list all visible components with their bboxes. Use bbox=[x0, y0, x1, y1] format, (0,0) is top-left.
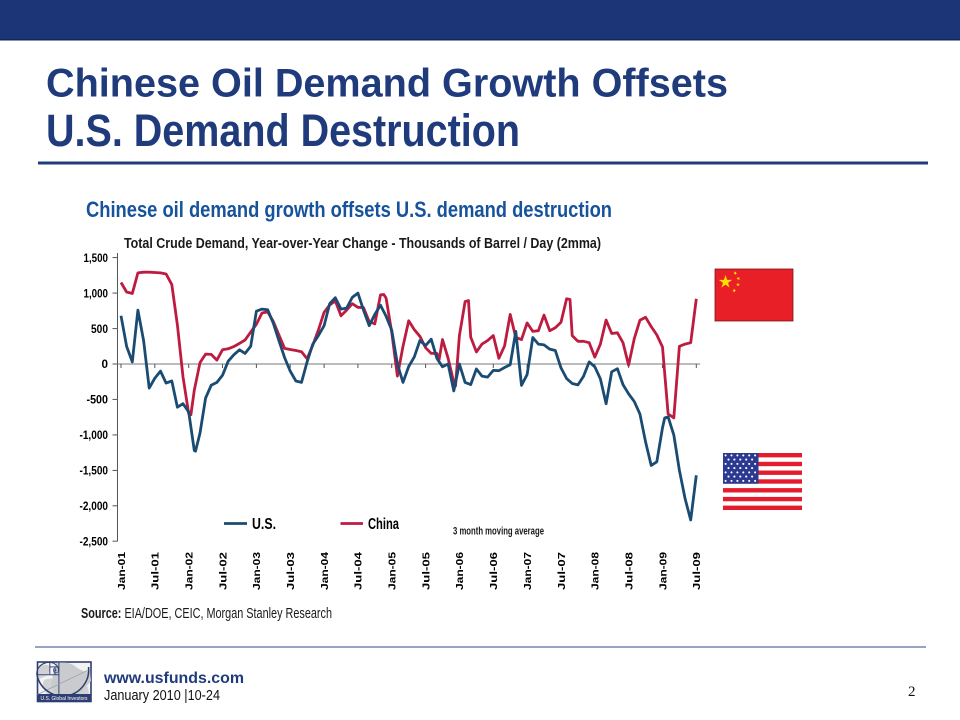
svg-text:Jan-09: Jan-09 bbox=[658, 551, 669, 590]
svg-text:Jul-02: Jul-02 bbox=[218, 551, 229, 590]
svg-text:U.S.: U.S. bbox=[252, 516, 276, 533]
svg-text:Jul-01: Jul-01 bbox=[151, 551, 162, 590]
svg-text:Jul-05: Jul-05 bbox=[421, 551, 432, 590]
svg-text:U.S. Global Investors: U.S. Global Investors bbox=[41, 696, 88, 702]
svg-text:3 month moving average: 3 month moving average bbox=[453, 526, 544, 538]
svg-text:Source: EIA/DOE, CEIC, Morgan: Source: EIA/DOE, CEIC, Morgan Stanley Re… bbox=[81, 605, 332, 622]
svg-text:Jul-08: Jul-08 bbox=[624, 551, 635, 590]
svg-text:www.usfunds.com: www.usfunds.com bbox=[103, 670, 244, 687]
svg-text:-1,500: -1,500 bbox=[80, 464, 109, 478]
svg-text:1,500: 1,500 bbox=[84, 251, 109, 265]
svg-text:Jan-08: Jan-08 bbox=[591, 551, 602, 590]
svg-text:U.S. Demand Destruction: U.S. Demand Destruction bbox=[46, 105, 520, 156]
svg-text:Jan-04: Jan-04 bbox=[320, 551, 331, 590]
svg-text:Jul-07: Jul-07 bbox=[557, 551, 568, 590]
svg-text:Jan-01: Jan-01 bbox=[117, 551, 128, 590]
svg-text:Chinese oil demand growth offs: Chinese oil demand growth offsets U.S. d… bbox=[86, 197, 612, 222]
svg-text:1,000: 1,000 bbox=[84, 286, 109, 300]
svg-text:-2,000: -2,000 bbox=[80, 499, 109, 513]
svg-text:Jul-04: Jul-04 bbox=[354, 551, 365, 590]
svg-text:Jul-06: Jul-06 bbox=[489, 551, 500, 590]
svg-text:China: China bbox=[368, 516, 399, 533]
svg-text:January 2010 |10-24: January 2010 |10-24 bbox=[104, 688, 220, 704]
svg-text:0: 0 bbox=[102, 357, 109, 371]
svg-text:2: 2 bbox=[908, 684, 916, 700]
svg-text:Jan-06: Jan-06 bbox=[455, 551, 466, 590]
svg-text:Total Crude Demand, Year-over-: Total Crude Demand, Year-over-Year Chang… bbox=[124, 236, 601, 252]
svg-text:Jan-02: Jan-02 bbox=[185, 551, 196, 590]
svg-text:Jan-05: Jan-05 bbox=[388, 551, 399, 590]
svg-text:-1,000: -1,000 bbox=[80, 428, 109, 442]
svg-text:-500: -500 bbox=[87, 393, 109, 407]
svg-text:-2,500: -2,500 bbox=[80, 535, 109, 549]
svg-text:Jan-07: Jan-07 bbox=[523, 551, 534, 590]
svg-text:500: 500 bbox=[91, 322, 108, 336]
svg-text:Jul-09: Jul-09 bbox=[692, 551, 703, 590]
svg-text:Jul-03: Jul-03 bbox=[286, 551, 297, 590]
svg-text:Chinese Oil Demand Growth Offs: Chinese Oil Demand Growth Offsets bbox=[46, 62, 728, 106]
svg-text:Jan-03: Jan-03 bbox=[252, 551, 263, 590]
